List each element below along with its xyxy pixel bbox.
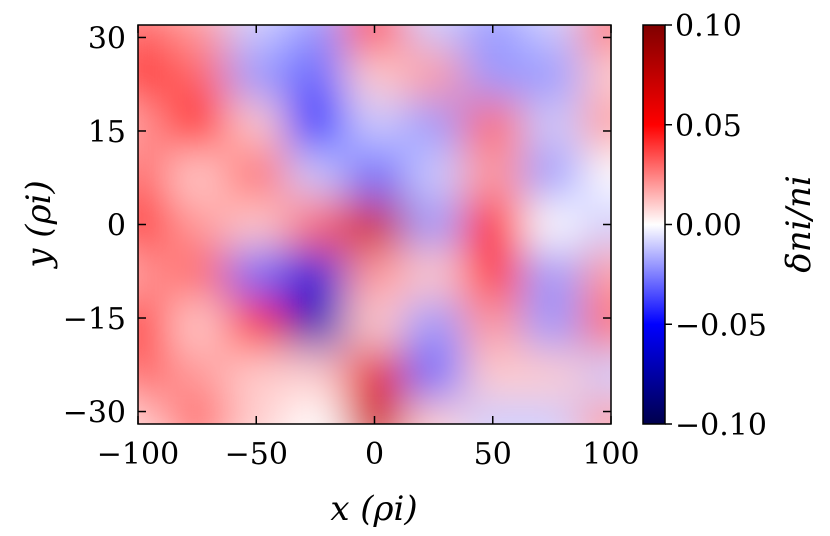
heatmap-cell bbox=[344, 299, 406, 351]
x-tick-label: 100 bbox=[582, 437, 639, 472]
heatmap-cell bbox=[285, 199, 346, 251]
colorbar-tick-label: −0.05 bbox=[675, 308, 767, 343]
heatmap-cell bbox=[463, 299, 524, 351]
density-field bbox=[138, 25, 611, 424]
y-tick-label: 0 bbox=[107, 209, 126, 244]
heatmap-cell bbox=[138, 299, 169, 351]
heatmap-cell bbox=[226, 349, 287, 401]
heatmap-cell bbox=[226, 249, 287, 301]
heatmap-cell bbox=[344, 49, 406, 101]
heatmap-cell bbox=[226, 49, 287, 101]
heatmap-cell bbox=[167, 249, 228, 301]
heatmap-cell bbox=[581, 99, 611, 151]
heatmap-cell bbox=[463, 349, 524, 401]
heatmap-cell bbox=[344, 99, 406, 151]
heatmap-cell bbox=[522, 199, 583, 251]
heatmap-cell bbox=[404, 99, 465, 151]
heatmap-cell bbox=[285, 49, 346, 101]
heatmap-cell bbox=[522, 25, 583, 51]
x-axis-label: x (ρi) bbox=[330, 489, 417, 529]
y-tick-label: 15 bbox=[88, 115, 126, 150]
heatmap-cell bbox=[226, 149, 287, 201]
heatmap-cell bbox=[167, 399, 228, 424]
colorbar-label: δni/ni bbox=[779, 175, 819, 272]
heatmap-cell bbox=[138, 249, 169, 301]
heatmap-cell bbox=[138, 349, 169, 401]
heatmap-cell bbox=[522, 299, 583, 351]
y-tick-label: −30 bbox=[63, 396, 126, 431]
heatmap-cell bbox=[581, 149, 611, 201]
heatmap-cell bbox=[226, 99, 287, 151]
heatmap-cell bbox=[581, 299, 611, 351]
heatmap-cell bbox=[463, 199, 524, 251]
heatmap-cell bbox=[344, 149, 406, 201]
heatmap-cell bbox=[285, 25, 346, 51]
heatmap-cell bbox=[285, 249, 346, 301]
heatmap-cell bbox=[167, 25, 228, 51]
heatmap-cell bbox=[167, 199, 228, 251]
x-tick-label: −100 bbox=[97, 437, 179, 472]
heatmap-cell bbox=[463, 49, 524, 101]
heatmap-cell bbox=[404, 399, 465, 424]
heatmap-cell bbox=[463, 149, 524, 201]
heatmap-cell bbox=[581, 249, 611, 301]
heatmap-cell bbox=[285, 299, 346, 351]
heatmap-cell bbox=[285, 399, 346, 424]
heatmap-cell bbox=[581, 349, 611, 401]
heatmap-cell bbox=[167, 299, 228, 351]
x-axis: −100 −50 0 50 100 bbox=[97, 25, 640, 472]
heatmap-cell bbox=[285, 99, 346, 151]
y-tick-label: 30 bbox=[88, 21, 126, 56]
heatmap-cell bbox=[226, 199, 287, 251]
heatmap-cell bbox=[522, 249, 583, 301]
colorbar-tick-label: 0.00 bbox=[675, 209, 742, 244]
heatmap-cell bbox=[404, 149, 465, 201]
heatmap-cell bbox=[167, 99, 228, 151]
heatmap-cell bbox=[404, 299, 465, 351]
plot-area bbox=[137, 24, 612, 425]
heatmap-cell bbox=[285, 149, 346, 201]
x-tick-label: 50 bbox=[474, 437, 512, 472]
heatmap-cell bbox=[167, 149, 228, 201]
colorbar-tick-label: 0.05 bbox=[675, 109, 742, 144]
colorbar-ticks: 0.10 0.05 0.00 −0.05 −0.10 bbox=[665, 9, 767, 443]
heatmap-cell bbox=[522, 399, 583, 424]
heatmap-cell bbox=[404, 249, 465, 301]
heatmap-cell bbox=[581, 49, 611, 101]
heatmap-cell bbox=[522, 349, 583, 401]
heatmap-cell bbox=[522, 149, 583, 201]
heatmap-cell bbox=[226, 299, 287, 351]
heatmap-cell bbox=[522, 99, 583, 151]
heatmap-cell bbox=[167, 49, 228, 101]
colorbar-tick-label: −0.10 bbox=[675, 408, 767, 443]
colorbar-tick-label: 0.10 bbox=[675, 9, 742, 44]
heatmap-cell bbox=[138, 149, 169, 201]
heatmap-cell bbox=[138, 99, 169, 151]
x-tick-label: −50 bbox=[225, 437, 288, 472]
y-axis: 30 15 0 −15 −30 bbox=[63, 21, 611, 431]
heatmap-cell bbox=[138, 49, 169, 101]
heatmap-cell bbox=[344, 249, 406, 301]
y-axis-label: y (ρi) bbox=[19, 180, 59, 269]
heatmap-cell bbox=[463, 249, 524, 301]
colorbar-gradient bbox=[643, 25, 665, 424]
heatmap-cell bbox=[463, 99, 524, 151]
heatmap-cell bbox=[285, 349, 346, 401]
colorbar: 0.10 0.05 0.00 −0.05 −0.10 bbox=[642, 9, 767, 443]
heatmap-cell bbox=[167, 349, 228, 401]
y-tick-label: −15 bbox=[63, 302, 126, 337]
x-tick-label: 0 bbox=[365, 437, 384, 472]
heatmap-cell bbox=[404, 199, 465, 251]
heatmap-cell bbox=[404, 25, 465, 51]
heatmap-cell bbox=[344, 349, 406, 401]
heatmap-cell bbox=[344, 199, 406, 251]
heatmap-cell bbox=[404, 49, 465, 101]
heatmap-cell bbox=[404, 349, 465, 401]
heatmap-cell bbox=[522, 49, 583, 101]
